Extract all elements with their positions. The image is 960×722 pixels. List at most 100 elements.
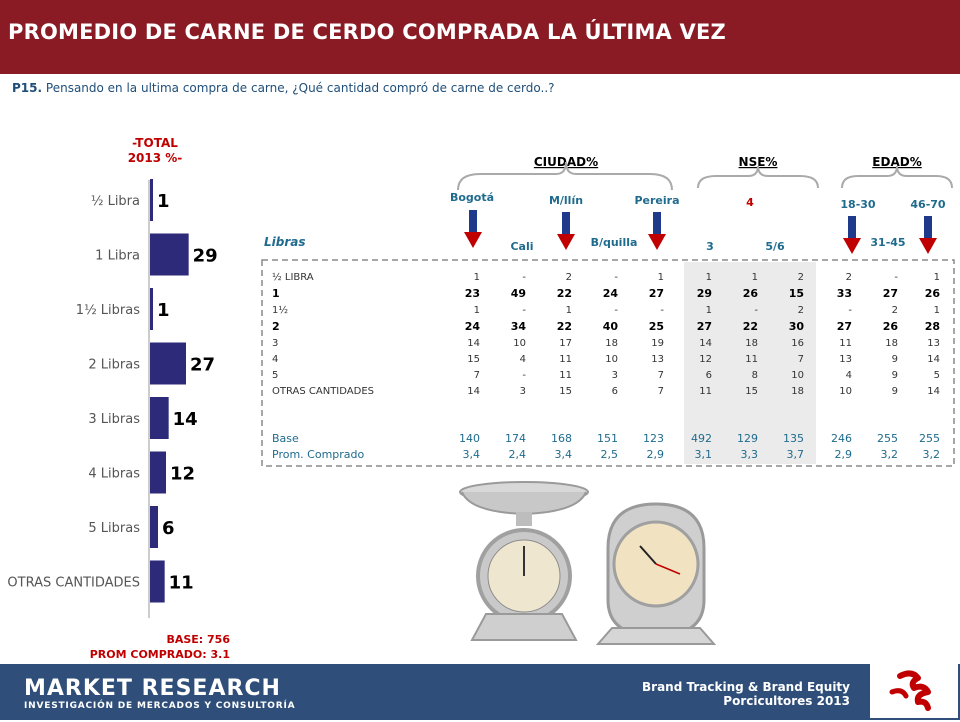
bar [150,288,153,330]
total-label-line2: 2013 %- [127,151,183,165]
brace-nse [697,165,819,189]
category-label: 3 Libras [88,412,140,427]
table-cell: 40 [603,320,619,333]
column-headers: Bogotá M/llín Pereira 4 18-30 46-70 Cali… [264,191,946,253]
table-row-label: 2 [272,320,280,333]
bars-layer: ½ Libra 1 1 Libra 29 1½ Libras 1 2 Libras 27 3 L… [7,179,218,603]
table-cell: 27 [697,320,712,333]
data-label: 14 [173,409,198,430]
table-cell: 123 [643,432,664,445]
table-cell: 14 [467,338,480,349]
table-cell: 2,9 [835,448,853,461]
table-cell: 15 [559,386,572,397]
table-cell: 255 [919,432,940,445]
pointer-arrow [648,212,666,250]
table-cell: 11 [745,354,758,365]
table-cell: 15 [745,386,758,397]
question: P15. Pensando en la ultima compra de car… [12,81,555,95]
col-header-bogota: Bogotá [450,191,494,204]
col-header-mllin: M/llín [549,194,583,207]
bar [150,451,166,494]
total-label: -TOTAL 2013 %- [100,136,210,166]
data-label: 29 [193,246,218,267]
table-cell: 4 [846,370,852,381]
bar [150,560,165,603]
table-cell: 174 [505,432,526,445]
category-label: 1 Libra [95,249,140,264]
data-label: 1 [157,191,170,212]
base-count: BASE: 756 [166,633,230,646]
table-cell: 1 [658,272,664,283]
table-row-label: 1½ [272,304,288,316]
table-cell: 11 [559,354,572,365]
table-cell: 34 [511,320,527,333]
table-cell: 3,3 [741,448,759,461]
table-cell: 22 [557,287,572,300]
data-label: 11 [169,573,194,594]
category-label: OTRAS CANTIDADES [7,576,140,591]
col-header-31-45: 31-45 [870,236,905,249]
arrows-layer [464,210,937,254]
table-cell: - [660,305,664,316]
table-cell: 255 [877,432,898,445]
table-cell: 24 [603,287,619,300]
table-cell: 8 [752,370,758,381]
table-cell: 10 [839,386,852,397]
table-row-label: 3 [272,338,278,349]
data-label: 6 [162,518,175,539]
footer-line1: Brand Tracking & Brand Equity [642,680,850,694]
table-cell: 18 [885,338,898,349]
table-cell: 14 [467,386,480,397]
bar [150,179,153,221]
table-cell: 12 [699,354,712,365]
bar [150,342,186,385]
table-cell: 14 [927,386,940,397]
category-label: 2 Libras [88,358,140,373]
table-cell: 6 [612,386,618,397]
category-label: ½ Libra [91,194,140,209]
table-cell: 2,4 [509,448,527,461]
market-research-logo: MARKET RESEARCH [24,676,281,701]
table-row-label: 1 [272,287,280,300]
table-cell: 13 [927,338,940,349]
table-cell: 17 [559,338,572,349]
page-title: PROMEDIO DE CARNE DE CERDO COMPRADA LA Ú… [8,20,726,44]
table-cell: - [614,272,618,283]
table-cell: 13 [651,354,664,365]
bar [150,233,189,276]
table-cell: 1 [474,305,480,316]
table-cell: 1 [566,305,572,316]
pointer-arrow [464,210,482,248]
base-info: BASE: 756 PROM COMPRADO: 3.1 [80,632,230,662]
table-cell: 2,9 [647,448,665,461]
table-cell: 27 [837,320,852,333]
table-cell: 3 [612,370,618,381]
table-cell: 24 [465,320,481,333]
table-cell: 9 [892,354,898,365]
footer [0,664,960,720]
table-cell: 1 [934,305,940,316]
table-cell: - [894,272,898,283]
table-cell: 28 [925,320,940,333]
table-cell: - [522,370,526,381]
brace-edad [841,165,953,189]
table-row-label: 4 [272,354,278,365]
table-cell: 7 [798,354,804,365]
table-row-label: 5 [272,370,278,381]
table-cell: 140 [459,432,480,445]
table-cell: 3 [520,386,526,397]
nse-column-shading [684,262,816,464]
table-cell: 2 [846,272,852,283]
market-research-tagline: INVESTIGACIÓN DE MERCADOS Y CONSULTORÍA [24,701,296,711]
data-label: 12 [170,464,195,485]
pointer-arrow [557,212,575,250]
table-cell: 11 [839,338,852,349]
col-header-nse-4: 4 [746,196,754,209]
table-cell: 26 [743,287,759,300]
col-header-pereira: Pereira [634,194,679,207]
col-header-18-30: 18-30 [840,198,876,211]
data-label: 27 [190,355,215,376]
table-cell: - [522,305,526,316]
table-cell: 15 [467,354,480,365]
table-cell: 18 [745,338,758,349]
